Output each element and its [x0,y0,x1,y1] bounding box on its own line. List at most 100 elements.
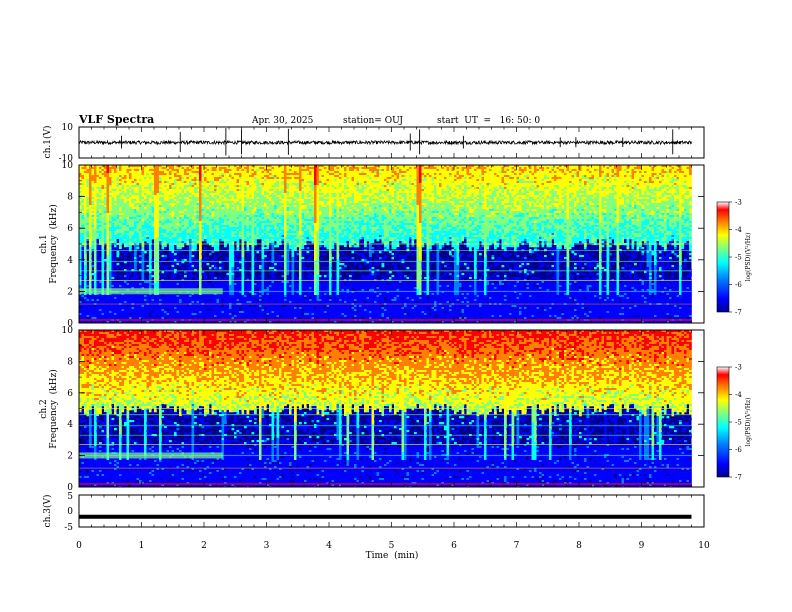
ch1-spectrogram-cell [184,167,187,169]
ch1-spectrogram-cell [119,311,122,313]
ch1-spectrogram-cell [167,283,170,285]
ch1-spectrogram-cell [84,299,87,301]
ch1-spectrogram-cell [177,171,180,173]
ch1-spectrogram-cell [187,299,190,301]
ch1-spectrogram-cell [182,233,185,235]
ch1-spectrogram-cell [227,305,230,307]
ch1-spectrogram-cell [214,307,217,309]
ch1-spectrogram-cell [154,315,157,317]
ch1-spectrogram-cell [209,217,212,219]
ch1-spectrogram-cell [169,213,172,215]
ch1-spectrogram-cell [147,231,150,233]
ch1-spectrogram-cell [182,201,185,203]
ch1-spectrogram-cell [102,191,105,193]
ch1-spectrogram-cell [167,187,170,189]
ch1-spectrogram-cell [92,245,95,247]
ch1-spectrogram-cell [154,257,157,259]
ch1-spectrogram-cell [142,183,145,185]
ch1-spectrogram-cell [104,183,107,185]
ch1-spectrogram-cell [94,275,97,277]
ch1-spectrogram-cell [147,229,150,231]
ch1-spectrogram-cell [212,179,215,181]
ch1-spectrogram-cell [214,245,217,247]
ch1-spectrogram-cell [194,247,197,249]
ch1-spectrogram-cell [224,285,227,287]
ch1-spectrogram-cell [142,195,145,197]
ch1-spectrogram-cell [109,205,112,207]
ch1-spectrogram-cell [232,201,235,203]
ch1-spectrogram-cell [114,305,117,307]
ch1-spectrogram-cell [202,301,205,303]
ch1-spectrogram-cell [234,191,237,193]
ch1-spectrogram-cell [217,201,220,203]
ch1-spectrogram-cell [154,211,157,213]
ch1-spectrogram-cell [97,297,100,299]
ch1-spectrogram-cell [194,223,197,225]
ch1-spectrogram-cell [162,301,165,303]
ch1-spectrogram-cell [119,309,122,311]
ch1-spectrogram-cell [214,183,217,185]
ch1-spectrogram-cell [124,285,127,287]
ch1-spectrogram-cell [117,181,120,183]
ch1-spectrogram-cell [114,265,117,267]
ch1-spectrogram-cell [162,299,165,301]
ch1-spectrogram-cell [214,169,217,171]
ch1-spectrogram-cell [232,317,235,319]
ch1-spectrogram-cell [112,305,115,307]
ch1-spectrogram-cell [214,171,217,173]
ch1-spectrogram-cell [132,171,135,173]
ch1-spectrogram-cell [212,273,215,275]
ch1-spectrogram-cell [89,201,92,203]
ch1-spectrogram-cell [224,297,227,299]
ch1-spectrogram-cell [177,187,180,189]
ch1-spectrogram-cell [244,169,247,171]
ch1-spectrogram-cell [214,265,217,267]
ch1-spectrogram-cell [117,311,120,313]
ch1-spectrogram-cell [152,173,155,175]
ch1-spectrogram-cell [234,283,237,285]
ch1-spectrogram-cell [224,171,227,173]
ch1-spectrogram-cell [177,283,180,285]
ch1-spectrogram-cell [222,203,225,205]
ch1-spectrogram-cell [244,307,247,309]
ch1-spectrogram-cell [114,183,117,185]
ch1-spectrogram-cell [219,283,222,285]
ch1-spectrogram-cell [147,311,150,313]
ch1-spectrogram-cell [187,213,190,215]
ch1-spectrogram-cell [124,275,127,277]
ch1-spectrogram-cell [117,247,120,249]
ch1-spectrogram-cell [112,217,115,219]
ch1-spectrogram-cell [224,281,227,283]
ch1-spectrogram-cell [237,297,240,299]
ch1-spectrogram-cell [222,229,225,231]
ch1-spectrogram-cell [89,299,92,301]
ch1-spectrogram-cell [219,197,222,199]
ch1-spectrogram-cell [94,179,97,181]
ch1-spectrogram-cell [159,235,162,237]
ch1-spectrogram-cell [199,247,202,249]
ch1-spectrogram-cell [104,233,107,235]
ch1-spectrogram-cell [147,241,150,243]
ch1-spectrogram-cell [82,169,85,171]
ch1-spectrogram-cell [112,177,115,179]
ch1-spectrogram-cell [134,169,137,171]
ch1-spectrogram-cell [129,247,132,249]
ch1-spectrogram-cell [97,253,100,255]
ch1-spectrogram-cell [127,247,130,249]
ch1-spectrogram-cell [247,187,250,189]
ch1-spectrogram-cell [247,295,250,297]
ch1-spectrogram-cell [177,219,180,221]
ch1-spectrogram-cell [84,251,87,253]
ch1-spectrogram-cell [97,217,100,219]
ch1-spectrogram-cell [114,225,117,227]
ch1-spectrogram-cell [189,187,192,189]
ch1-spectrogram-cell [239,195,242,197]
ch1-spectrogram-cell [104,301,107,303]
ch1-spectrogram-cell [212,285,215,287]
ch1-spectrogram-cell [132,317,135,319]
ch1-spectrogram-cell [194,221,197,223]
ch1-spectrogram-cell [172,177,175,179]
ch1-spectrogram-cell [109,245,112,247]
ch1-spectrogram-cell [154,207,157,209]
ch1-spectrogram-cell [199,207,202,209]
